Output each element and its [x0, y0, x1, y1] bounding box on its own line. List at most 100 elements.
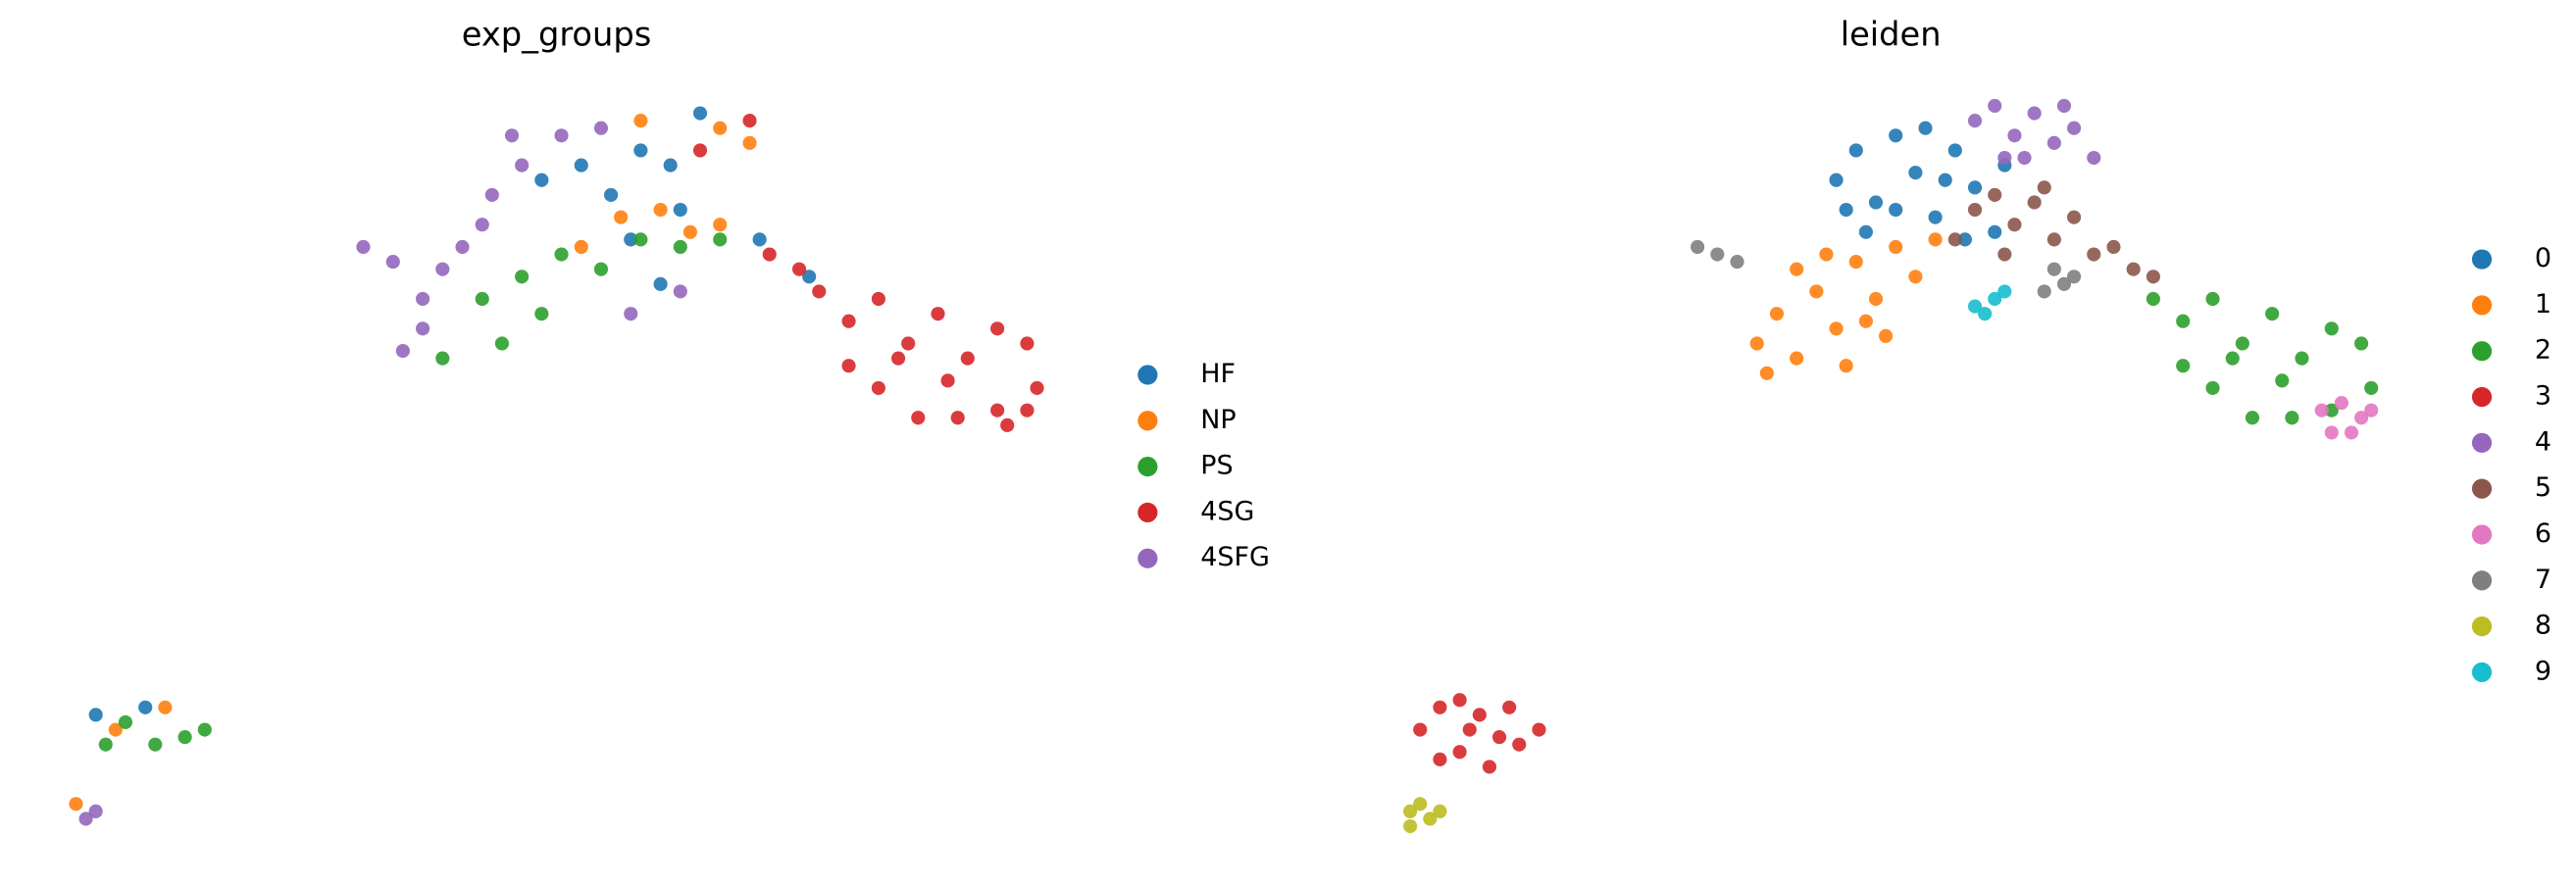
data-point [1967, 114, 1983, 128]
data-point [1889, 128, 1903, 143]
legend-label: 1 [2535, 289, 2551, 320]
data-point [2087, 247, 2101, 262]
data-point [2225, 351, 2240, 366]
data-point [2146, 270, 2160, 284]
data-point [484, 187, 499, 202]
data-point [2056, 276, 2072, 291]
data-point [950, 411, 965, 425]
data-point [841, 314, 856, 328]
data-point [1908, 166, 1923, 180]
data-point [2106, 239, 2121, 255]
data-point [673, 239, 687, 255]
legend-marker [1137, 502, 1158, 523]
data-point [593, 262, 609, 276]
data-point [98, 737, 113, 752]
data-point [416, 321, 430, 336]
data-point [871, 291, 885, 307]
data-point [416, 291, 430, 307]
data-point [455, 239, 470, 255]
data-point [2176, 359, 2191, 373]
data-point [1769, 307, 1785, 321]
data-point [2344, 425, 2359, 440]
data-point [2087, 150, 2101, 166]
data-point [2126, 262, 2141, 276]
data-point [1967, 202, 1983, 218]
data-point [1759, 366, 1774, 380]
data-point [2056, 98, 2072, 114]
data-point [1868, 291, 1884, 307]
data-point [494, 336, 510, 351]
data-point [990, 321, 1005, 336]
legend-marker [2471, 295, 2493, 316]
data-point [2324, 321, 2339, 336]
legend-label: 7 [2535, 565, 2551, 595]
data-point [1462, 722, 1477, 737]
data-point [395, 343, 410, 359]
data-point [1020, 336, 1035, 351]
data-point [752, 232, 767, 247]
legend-label: 5 [2535, 472, 2551, 503]
data-point [593, 121, 609, 135]
data-point [108, 722, 123, 737]
data-point [2007, 128, 2022, 143]
data-point [931, 307, 945, 321]
data-point [574, 158, 588, 172]
data-point [515, 270, 530, 284]
data-point [1908, 270, 1923, 284]
data-point [653, 202, 668, 218]
data-point [713, 232, 728, 247]
data-point [2205, 380, 2220, 396]
data-point [603, 187, 619, 202]
data-point [1839, 359, 1853, 373]
legend-marker [1137, 365, 1158, 385]
data-point [742, 114, 757, 128]
data-point [614, 210, 629, 224]
data-point [1403, 818, 1418, 834]
data-point [633, 232, 648, 247]
data-point [1997, 150, 2012, 166]
data-point [1868, 195, 1884, 210]
data-point [1730, 255, 1744, 270]
data-point [1918, 121, 1933, 135]
data-point [1423, 811, 1438, 826]
data-point [2364, 380, 2379, 396]
data-point [515, 158, 530, 172]
data-point [1879, 328, 1894, 343]
legend-label: 9 [2535, 656, 2551, 686]
legend-label: 0 [2535, 243, 2551, 273]
data-point [2245, 411, 2260, 425]
legend-marker [2471, 432, 2493, 453]
data-point [1957, 232, 1973, 247]
data-point [2066, 270, 2082, 284]
data-point [1967, 180, 1983, 195]
data-point [1749, 336, 1764, 351]
data-point [1839, 202, 1853, 218]
data-point [2285, 411, 2299, 425]
data-point [1819, 247, 1834, 262]
data-point [1829, 321, 1844, 336]
data-point [2364, 403, 2379, 418]
data-point [69, 797, 83, 811]
data-point [1433, 700, 1447, 714]
chart-title: exp_groups [462, 16, 652, 54]
legend-label: 4 [2535, 426, 2551, 457]
data-point [1472, 708, 1487, 722]
legend-label: 8 [2535, 611, 2551, 641]
data-point [940, 373, 955, 388]
data-point [2007, 218, 2022, 232]
legend-label: 6 [2535, 518, 2551, 549]
data-point [1710, 247, 1725, 262]
data-point [673, 284, 687, 299]
data-point [534, 172, 549, 187]
data-point [1000, 418, 1015, 432]
data-point [1691, 239, 1705, 255]
data-point [574, 239, 588, 255]
data-point [990, 403, 1005, 418]
legend-label: HF [1200, 359, 1236, 389]
data-point [2354, 411, 2369, 425]
data-point [713, 218, 728, 232]
data-point [1502, 700, 1517, 714]
data-point [2205, 291, 2220, 307]
data-point [1030, 380, 1044, 396]
data-point [791, 262, 807, 276]
